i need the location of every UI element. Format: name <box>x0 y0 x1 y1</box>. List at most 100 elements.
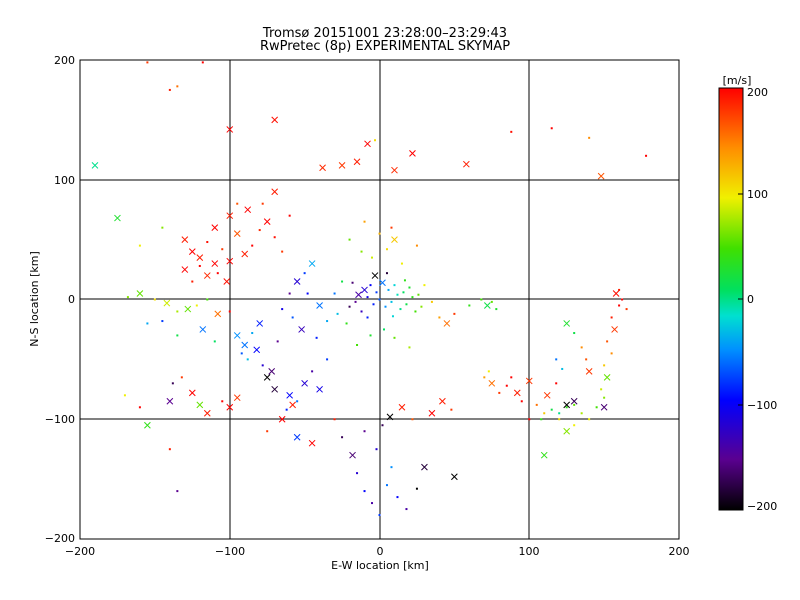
echo-point <box>138 244 141 247</box>
echo-point <box>405 508 408 511</box>
echo-point <box>415 487 418 490</box>
echo-cross <box>443 320 451 327</box>
echo-point <box>618 288 621 291</box>
echo-point <box>363 430 366 433</box>
echo-point <box>403 279 406 282</box>
echo-point <box>487 370 490 373</box>
echo-cross <box>439 397 446 405</box>
echo-point <box>246 358 249 361</box>
echo-cross <box>391 236 398 243</box>
echo-point <box>625 308 628 311</box>
echo-point <box>550 127 553 130</box>
echo-cross <box>203 409 211 417</box>
echo-point <box>580 346 583 349</box>
echo-cross <box>271 188 279 196</box>
echo-point <box>276 340 279 343</box>
echo-cross <box>540 451 548 459</box>
echo-point <box>296 400 299 403</box>
echo-point <box>580 412 583 415</box>
echo-cross <box>308 439 316 447</box>
echo-cross <box>233 230 241 237</box>
echo-cross <box>391 166 398 174</box>
colorbar-label: [m/s] <box>723 74 752 87</box>
echo-point <box>168 88 171 91</box>
echo-point <box>396 496 399 499</box>
echo-point <box>595 406 598 409</box>
echo-point <box>372 303 375 306</box>
echo-cross <box>301 379 308 387</box>
echo-point <box>610 352 613 355</box>
echo-cross <box>451 473 458 481</box>
echo-point <box>555 358 558 361</box>
echo-point <box>369 284 372 287</box>
echo-point <box>285 408 288 411</box>
echo-point <box>438 316 441 319</box>
echo-point <box>273 236 276 239</box>
echo-point <box>550 408 553 411</box>
grid <box>80 60 679 539</box>
echo-point <box>356 344 359 347</box>
echo-point <box>585 358 588 361</box>
echo-cross <box>241 341 249 349</box>
echo-point <box>363 220 366 223</box>
echo-point <box>360 310 363 313</box>
echo-point <box>423 284 426 287</box>
echo-cross <box>271 385 279 393</box>
echo-cross <box>226 212 234 220</box>
echo-point <box>399 308 402 311</box>
echo-cross <box>196 254 204 261</box>
echo-point <box>385 484 388 487</box>
echo-cross <box>263 218 271 226</box>
echo-point <box>390 300 393 303</box>
echo-point <box>266 430 269 433</box>
colorbar-tick-label: 0 <box>747 293 754 306</box>
echo-cross <box>233 394 241 402</box>
echo-cross <box>421 463 428 471</box>
echo-point <box>588 418 591 421</box>
echo-point <box>391 315 394 318</box>
echo-cross <box>361 286 368 294</box>
echo-cross <box>603 373 611 381</box>
y-tick-label: −100 <box>45 413 75 426</box>
echo-point <box>387 288 390 291</box>
echo-cross <box>253 346 261 354</box>
x-tick-label: −100 <box>215 545 245 558</box>
echo-cross <box>308 260 316 267</box>
echo-point <box>195 304 198 307</box>
echo-point <box>360 250 363 253</box>
echo-cross <box>364 140 371 148</box>
echo-point <box>600 388 603 391</box>
echo-point <box>490 300 493 303</box>
echo-point <box>498 391 501 394</box>
echo-point <box>326 358 329 361</box>
echo-cross <box>338 162 346 169</box>
echo-cross <box>271 116 279 124</box>
echo-point <box>384 305 387 308</box>
echo-point <box>480 298 483 301</box>
echo-cross <box>203 272 211 279</box>
echo-point <box>371 256 374 259</box>
echo-cross <box>286 391 294 399</box>
echo-cross <box>166 397 174 405</box>
x-tick-label: 0 <box>377 545 384 558</box>
echo-point <box>221 400 224 403</box>
echo-point <box>251 332 254 335</box>
echo-point <box>303 272 306 275</box>
echo-cross <box>223 278 231 285</box>
echo-cross <box>316 385 323 393</box>
echo-cross <box>226 403 234 411</box>
echo-cross <box>483 302 491 309</box>
echo-point <box>348 305 351 308</box>
colorbar-tick-label: −100 <box>747 399 777 412</box>
echo-point <box>393 284 396 287</box>
echo-point <box>206 298 209 301</box>
echo-point <box>206 241 209 244</box>
echo-point <box>618 304 621 307</box>
echo-cross <box>244 206 252 214</box>
echo-point <box>366 316 369 319</box>
echo-point <box>176 310 179 313</box>
echo-point <box>198 264 201 267</box>
echo-point <box>261 202 264 205</box>
echo-point <box>535 403 538 406</box>
echo-point <box>281 308 284 311</box>
